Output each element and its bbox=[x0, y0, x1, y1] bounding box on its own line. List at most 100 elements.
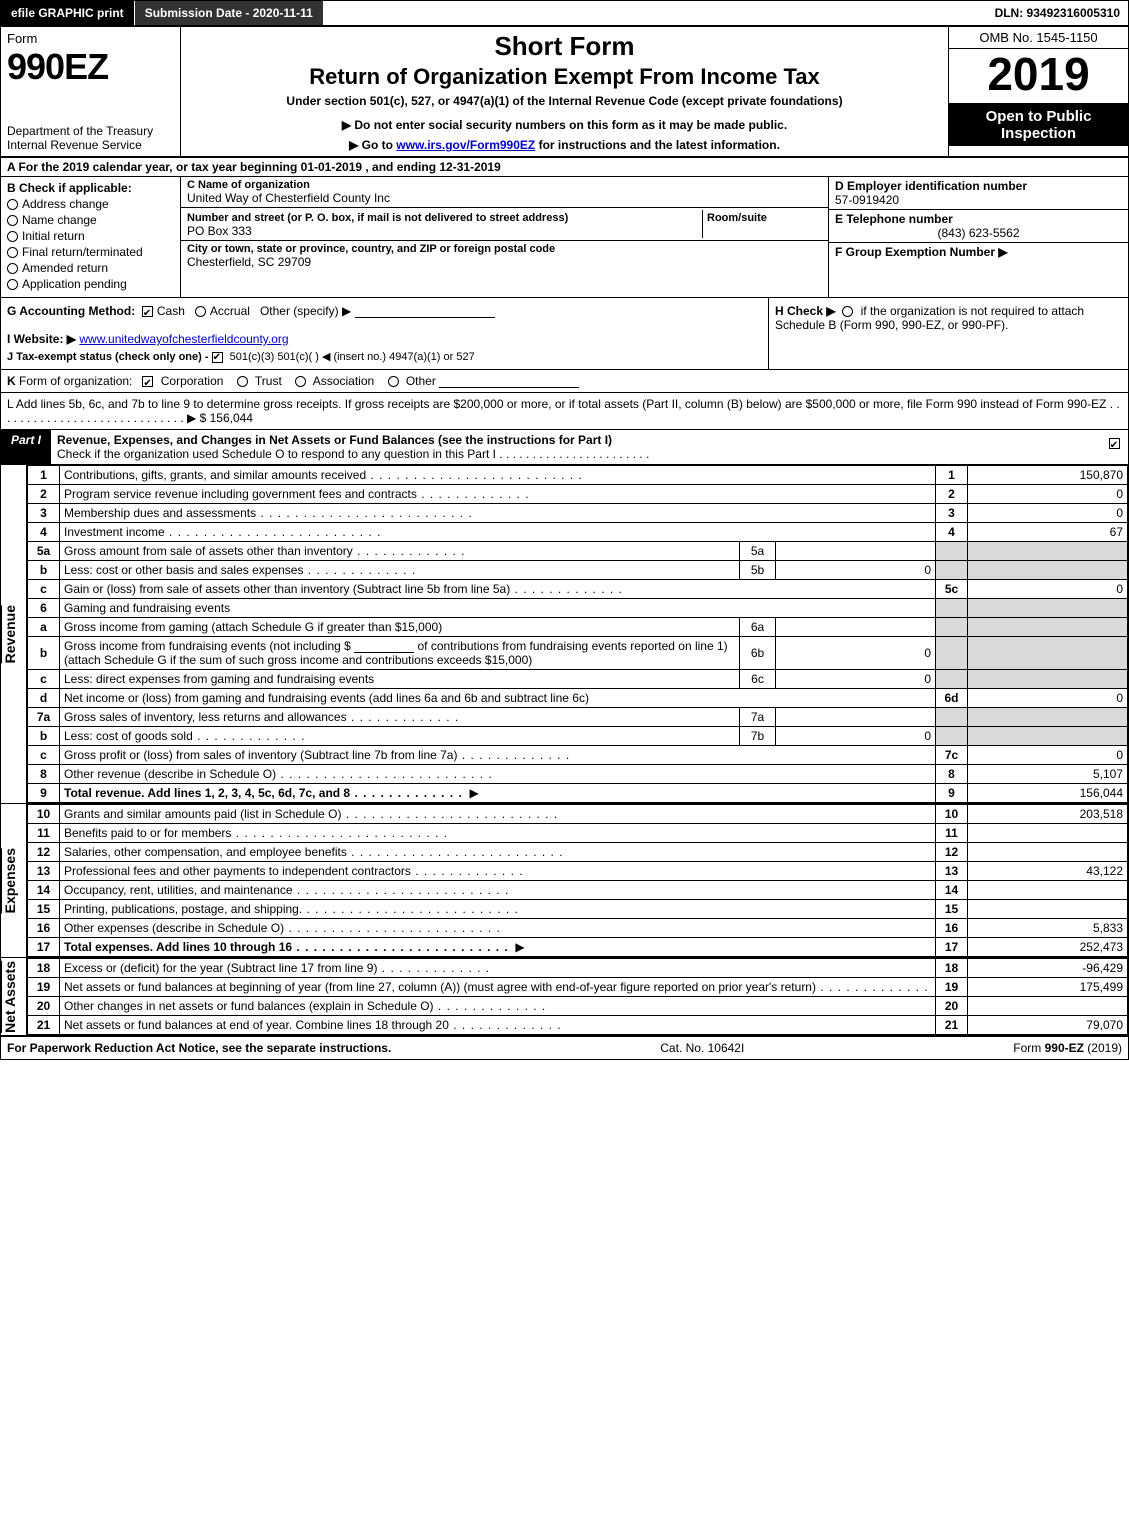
k-assoc-checkbox[interactable] bbox=[295, 376, 306, 387]
line-num: 11 bbox=[28, 824, 60, 843]
ein-cell: D Employer identification number 57-0919… bbox=[829, 177, 1128, 210]
goto-pre: ▶ Go to bbox=[349, 138, 396, 152]
line-ref: 2 bbox=[936, 485, 968, 504]
footer-mid: Cat. No. 10642I bbox=[660, 1041, 744, 1055]
expenses-table: 10Grants and similar amounts paid (list … bbox=[27, 804, 1128, 957]
revenue-section: Revenue 1Contributions, gifts, grants, a… bbox=[1, 465, 1128, 804]
line-num: d bbox=[28, 689, 60, 708]
check-final-return[interactable]: Final return/terminated bbox=[7, 245, 174, 259]
line-num: 14 bbox=[28, 881, 60, 900]
table-row: 7aGross sales of inventory, less returns… bbox=[28, 708, 1128, 727]
sub-label: 6b bbox=[740, 637, 776, 670]
form-header: Form 990EZ Department of the Treasury In… bbox=[1, 27, 1128, 158]
line-num: 9 bbox=[28, 784, 60, 803]
expenses-label-wrap: Expenses bbox=[1, 804, 27, 957]
table-row: bGross income from fundraising events (n… bbox=[28, 637, 1128, 670]
check-name-change[interactable]: Name change bbox=[7, 213, 174, 227]
addr-label: Number and street (or P. O. box, if mail… bbox=[187, 212, 568, 224]
open-inspection: Open to Public Inspection bbox=[949, 104, 1128, 146]
part-1-schedule-o-check[interactable] bbox=[1104, 430, 1128, 464]
i-label: I Website: ▶ bbox=[7, 332, 76, 346]
f-label: F Group Exemption Number ▶ bbox=[835, 245, 1008, 259]
sub-label: 7a bbox=[740, 708, 776, 727]
form-number: 990EZ bbox=[7, 46, 174, 88]
h-right: H Check ▶ if the organization is not req… bbox=[768, 298, 1128, 369]
line-desc: Total expenses. Add lines 10 through 16 … bbox=[60, 938, 936, 957]
line-num: 8 bbox=[28, 765, 60, 784]
line-num: 19 bbox=[28, 978, 60, 997]
table-row: cLess: direct expenses from gaming and f… bbox=[28, 670, 1128, 689]
line-value: 156,044 bbox=[968, 784, 1128, 803]
part-1-title-text: Revenue, Expenses, and Changes in Net As… bbox=[57, 433, 612, 447]
j-501c3-checkbox[interactable] bbox=[212, 352, 223, 363]
sub-value: 0 bbox=[776, 637, 936, 670]
line-value bbox=[968, 881, 1128, 900]
sub-label: 7b bbox=[740, 727, 776, 746]
check-label: Application pending bbox=[22, 277, 127, 291]
ssn-warning: ▶ Do not enter social security numbers o… bbox=[187, 118, 942, 132]
line-desc: Other expenses (describe in Schedule O) bbox=[60, 919, 936, 938]
netassets-label: Net Assets bbox=[1, 961, 26, 1033]
cash-label: Cash bbox=[157, 304, 185, 318]
city-label: City or town, state or province, country… bbox=[187, 243, 822, 255]
k-corp-checkbox[interactable] bbox=[142, 376, 153, 387]
revenue-label-wrap: Revenue bbox=[1, 465, 27, 803]
j-options: 501(c)(3) 501(c)( ) ◀ (insert no.) 4947(… bbox=[230, 351, 475, 363]
line-desc: Net assets or fund balances at beginning… bbox=[60, 978, 936, 997]
other-specify-input[interactable] bbox=[355, 304, 495, 318]
short-form-title: Short Form bbox=[187, 31, 942, 62]
header-right: OMB No. 1545-1150 2019 Open to Public In… bbox=[948, 27, 1128, 156]
table-row: 3Membership dues and assessments30 bbox=[28, 504, 1128, 523]
check-initial-return[interactable]: Initial return bbox=[7, 229, 174, 243]
line-ref: 13 bbox=[936, 862, 968, 881]
line-value bbox=[968, 727, 1128, 746]
table-row: 11Benefits paid to or for members11 bbox=[28, 824, 1128, 843]
g-accounting-method: G Accounting Method: Cash Accrual Other … bbox=[7, 304, 762, 318]
check-amended-return[interactable]: Amended return bbox=[7, 261, 174, 275]
table-row: 9Total revenue. Add lines 1, 2, 3, 4, 5c… bbox=[28, 784, 1128, 803]
k-other-checkbox[interactable] bbox=[388, 376, 399, 387]
line-num: c bbox=[28, 746, 60, 765]
line-ref: 20 bbox=[936, 997, 968, 1016]
inspect-line2: Inspection bbox=[951, 125, 1126, 142]
table-row: 15Printing, publications, postage, and s… bbox=[28, 900, 1128, 919]
submission-date-button[interactable]: Submission Date - 2020-11-11 bbox=[135, 1, 324, 25]
part-1-header: Part I Revenue, Expenses, and Changes in… bbox=[1, 430, 1128, 465]
dept-line2: Internal Revenue Service bbox=[7, 138, 174, 152]
line-value bbox=[968, 670, 1128, 689]
address-row: Number and street (or P. O. box, if mail… bbox=[181, 208, 828, 241]
footer-left: For Paperwork Reduction Act Notice, see … bbox=[7, 1041, 391, 1055]
c-label: C Name of organization bbox=[187, 179, 822, 191]
line-value bbox=[968, 843, 1128, 862]
line-num: b bbox=[28, 637, 60, 670]
website-link[interactable]: www.unitedwayofchesterfieldcounty.org bbox=[79, 332, 288, 346]
check-address-change[interactable]: Address change bbox=[7, 197, 174, 211]
check-label: Name change bbox=[22, 213, 97, 227]
top-bar: efile GRAPHIC print Submission Date - 20… bbox=[1, 1, 1128, 27]
line-ref: 8 bbox=[936, 765, 968, 784]
line-desc: Other revenue (describe in Schedule O) bbox=[60, 765, 936, 784]
line-ref: 21 bbox=[936, 1016, 968, 1035]
cash-checkbox[interactable] bbox=[142, 306, 153, 317]
accrual-checkbox[interactable] bbox=[195, 306, 206, 317]
h-checkbox[interactable] bbox=[842, 306, 853, 317]
line-ref bbox=[936, 542, 968, 561]
room-label: Room/suite bbox=[707, 212, 767, 224]
efile-print-button[interactable]: efile GRAPHIC print bbox=[1, 1, 135, 25]
line-num: 5a bbox=[28, 542, 60, 561]
k-other-input[interactable] bbox=[439, 374, 579, 388]
line-num: 20 bbox=[28, 997, 60, 1016]
line-num: c bbox=[28, 670, 60, 689]
table-row: 16Other expenses (describe in Schedule O… bbox=[28, 919, 1128, 938]
line-ref: 9 bbox=[936, 784, 968, 803]
gh-row: G Accounting Method: Cash Accrual Other … bbox=[1, 298, 1128, 370]
check-label: Amended return bbox=[22, 261, 108, 275]
k-trust-checkbox[interactable] bbox=[237, 376, 248, 387]
check-label: Address change bbox=[22, 197, 109, 211]
topbar-spacer bbox=[324, 1, 987, 25]
e-label: E Telephone number bbox=[835, 212, 1122, 226]
irs-link[interactable]: www.irs.gov/Form990EZ bbox=[396, 138, 535, 152]
check-application-pending[interactable]: Application pending bbox=[7, 277, 174, 291]
line-desc: Gain or (loss) from sale of assets other… bbox=[60, 580, 936, 599]
line-ref bbox=[936, 561, 968, 580]
